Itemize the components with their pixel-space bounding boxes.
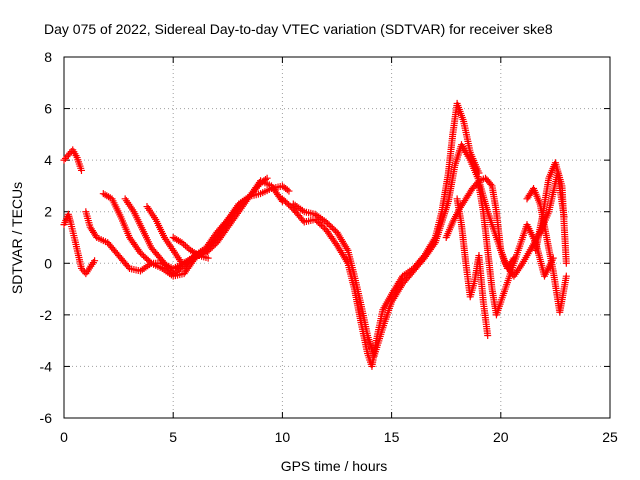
data-point [280, 196, 288, 204]
data-point [136, 249, 144, 257]
data-point [285, 187, 293, 195]
y-axis: -6 -4 -2 0 2 4 6 8 [40, 49, 610, 426]
series-arc-i [289, 141, 568, 360]
data-point [316, 220, 324, 228]
series-arc-e [121, 174, 271, 278]
data-point [204, 254, 212, 262]
data-point [283, 186, 291, 194]
data-point [328, 224, 336, 232]
data-point [181, 242, 189, 250]
data-point [236, 201, 244, 209]
y-tick-label: 0 [44, 255, 52, 271]
data-point [278, 195, 286, 203]
data-point [283, 199, 291, 207]
series-arc-g [169, 234, 212, 262]
series-arc-c [82, 182, 293, 275]
data-point [238, 200, 246, 208]
data-point [430, 240, 438, 248]
series-arc-a [60, 146, 85, 174]
x-tick-label: 25 [602, 429, 618, 445]
data-point [244, 194, 252, 202]
data-point [487, 180, 495, 188]
data-point [261, 175, 269, 183]
y-tick-label: 8 [44, 49, 52, 65]
data-point [246, 192, 254, 200]
chart-title: Day 075 of 2022, Sidereal Day-to-day VTE… [44, 21, 553, 37]
series-arc-l [453, 195, 492, 339]
plot-frame [63, 56, 611, 419]
data-point [124, 263, 132, 271]
x-tick-label: 5 [169, 429, 177, 445]
data-point [138, 250, 146, 258]
data-point [322, 218, 330, 226]
y-tick-label: -6 [40, 410, 53, 426]
data-point [319, 223, 327, 231]
data-point [324, 220, 332, 228]
data-point [484, 331, 492, 339]
x-tick-label: 20 [493, 429, 509, 445]
series-arc-n [532, 159, 570, 267]
data-point [77, 166, 85, 174]
data-point [332, 240, 340, 248]
x-axis-label: GPS time / hours [281, 458, 388, 474]
y-axis-label: SDTVAR / TECUs [9, 182, 25, 294]
data-point [141, 253, 149, 261]
data-point [282, 198, 290, 206]
data-point [235, 203, 243, 211]
data-point [146, 258, 154, 266]
data-point [144, 256, 152, 264]
grid-lines [64, 57, 610, 418]
series-arc-j [442, 174, 518, 272]
y-tick-label: -4 [40, 358, 53, 374]
data-point [91, 257, 99, 265]
x-tick-label: 15 [384, 429, 400, 445]
y-tick-label: 6 [44, 101, 52, 117]
series-arc-f [143, 192, 254, 267]
data-points [60, 99, 570, 370]
x-tick-label: 0 [60, 429, 68, 445]
data-point [140, 252, 148, 260]
data-point [330, 225, 338, 233]
data-point [183, 243, 191, 251]
data-point [562, 272, 570, 280]
series-arc-b [60, 210, 99, 278]
y-tick-label: 4 [44, 152, 52, 168]
data-point [143, 255, 151, 263]
data-point [263, 174, 271, 182]
x-axis: 0 5 10 15 20 25 [60, 57, 618, 445]
data-point [285, 201, 293, 209]
y-tick-label: 2 [44, 204, 52, 220]
data-point [325, 221, 333, 229]
x-tick-label: 10 [275, 429, 291, 445]
data-point [327, 222, 335, 230]
data-point [239, 198, 247, 206]
data-point [317, 221, 325, 229]
data-point [241, 197, 249, 205]
y-tick-label: -2 [40, 307, 53, 323]
data-point [243, 195, 251, 203]
data-point [562, 259, 570, 267]
